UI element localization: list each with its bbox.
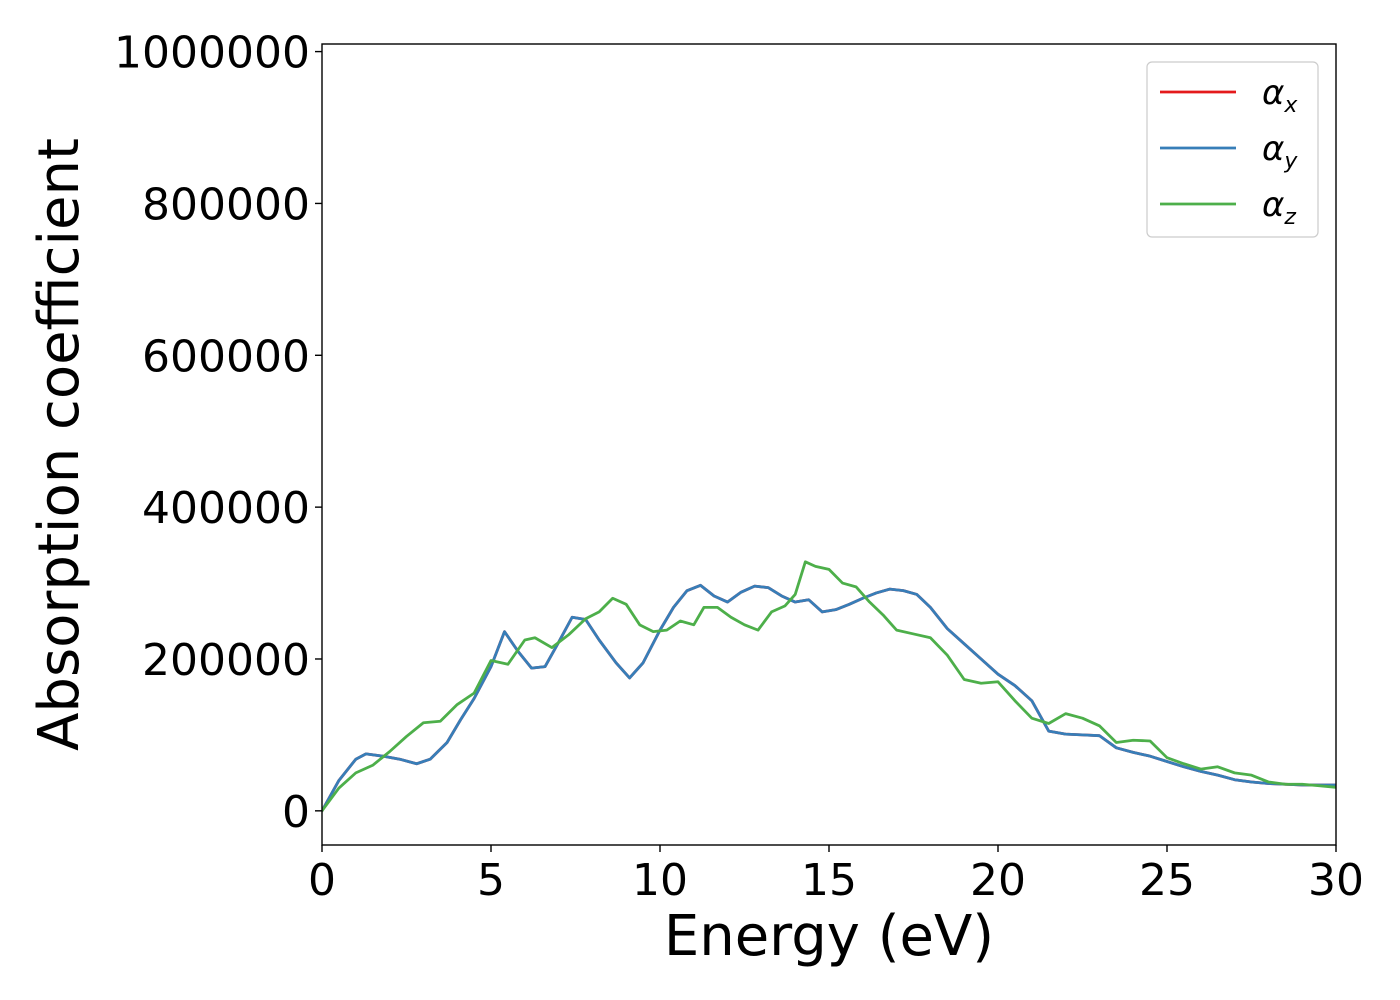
x-tick-label: 15 [801, 855, 857, 906]
legend-label-x: αx [1262, 73, 1298, 118]
series-line-z [322, 560, 1336, 813]
y-tick-label: 600000 [142, 331, 310, 382]
x-tick-label: 20 [970, 855, 1026, 906]
x-tick-label: 0 [308, 855, 336, 906]
y-axis-title: Absorption coefficient [27, 138, 92, 751]
y-axis: 0 200000 400000 600000 800000 1000000 [114, 28, 322, 838]
x-tick-label: 25 [1139, 855, 1195, 906]
x-tick-label: 10 [632, 855, 688, 906]
x-tick-label: 5 [477, 855, 505, 906]
legend-box [1146, 61, 1319, 238]
y-tick-label: 1000000 [114, 28, 310, 79]
y-tick-label: 200000 [142, 635, 310, 686]
legend-label-y: αy [1262, 129, 1298, 174]
y-tick-label: 800000 [142, 179, 310, 230]
series-layer [322, 560, 1336, 813]
x-axis: 0 5 10 15 20 25 30 [308, 845, 1364, 906]
legend: αx αy αz [1146, 61, 1319, 238]
legend-label-z: αz [1262, 185, 1296, 230]
series-line-y [322, 583, 1336, 813]
x-tick-label: 30 [1308, 855, 1364, 906]
y-tick-label: 0 [282, 787, 310, 838]
x-axis-title: Energy (eV) [664, 904, 994, 969]
y-tick-label: 400000 [142, 483, 310, 534]
